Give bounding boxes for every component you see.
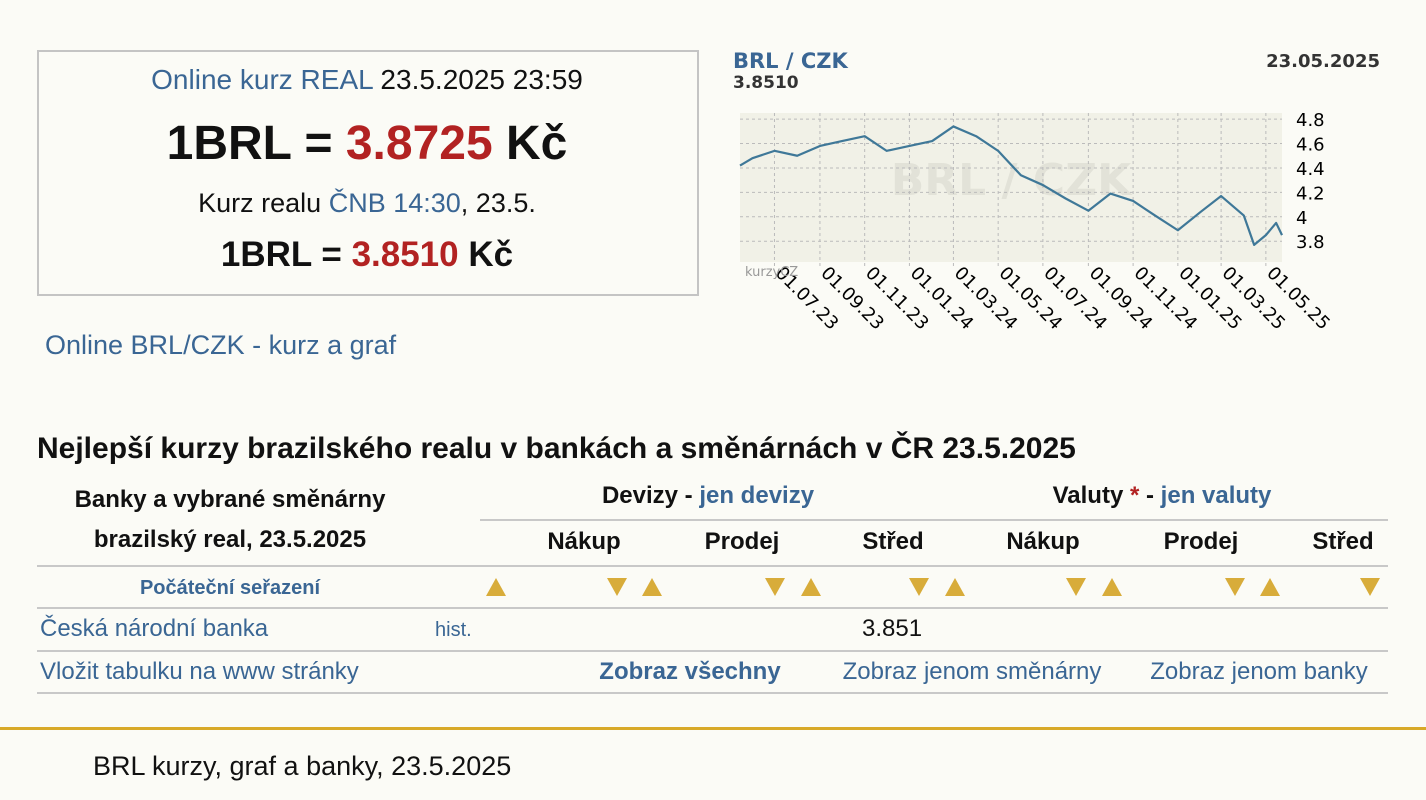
lhs: 1BRL =: [166, 117, 333, 170]
table-caption: brazilský real, 23.5.2025: [93, 526, 367, 553]
rate-value: 3.8725: [345, 117, 493, 170]
cnb-rate-line: 1BRL = 3.8510 Kč: [221, 235, 513, 275]
divider: [37, 607, 1388, 609]
hist-link[interactable]: hist.: [435, 619, 472, 641]
group-label: Valuty: [1052, 482, 1124, 509]
column-header: Nákup: [547, 528, 621, 555]
sort-down[interactable]: [765, 578, 785, 596]
divider: [37, 650, 1388, 652]
embed-link[interactable]: Vložit tabulku na www stránky: [40, 658, 359, 685]
watermark: BRL / CZK: [891, 155, 1133, 206]
rate-title: Online kurz REAL 23.5.2025 23:59: [151, 64, 583, 96]
online-rate: 1BRL = 3.8725 Kč: [167, 116, 568, 171]
table-caption: Banky a vybrané směnárny: [74, 486, 386, 513]
column-header: Střed: [1312, 528, 1374, 555]
group-link[interactable]: jen devizy: [699, 482, 815, 509]
divider: [37, 565, 1388, 567]
sort-up[interactable]: [642, 578, 662, 596]
y-tick-label: 4.2: [1296, 183, 1325, 204]
group-header: Devizy - jen devizy: [602, 482, 814, 510]
y-tick-label: 4: [1296, 208, 1307, 229]
y-tick-label: 4.8: [1296, 110, 1325, 131]
sort-down[interactable]: [1225, 578, 1245, 596]
group-header: Valuty * - jen valuty: [1053, 482, 1272, 510]
rate-line: [739, 125, 1283, 247]
unit: Kč: [468, 235, 514, 274]
y-tick-label: 4.6: [1296, 135, 1325, 156]
cnb-line: Kurz realu ČNB 14:30, 23.5.: [198, 188, 536, 219]
group-link[interactable]: jen valuty: [1160, 482, 1272, 509]
chart-pair: BRL / CZK: [733, 49, 848, 73]
cnb-prefix: Kurz realu: [198, 188, 322, 218]
column-header: Prodej: [1163, 528, 1239, 555]
divider: [37, 692, 1388, 694]
plot-area: [740, 113, 1282, 262]
table-heading: Nejlepší kurzy brazilského realu v banká…: [37, 432, 1076, 465]
chart-logo: kurzyCZ: [745, 265, 798, 280]
sort-up[interactable]: [1102, 578, 1122, 596]
bank-name[interactable]: Česká národní banka: [40, 615, 269, 642]
cnb-link[interactable]: ČNB 14:30: [328, 188, 461, 218]
show-all[interactable]: Zobraz všechny: [599, 658, 781, 685]
timestamp: 23.5.2025 23:59: [380, 64, 583, 95]
sort-down[interactable]: [1360, 578, 1380, 596]
unit: Kč: [505, 117, 568, 170]
y-tick-label: 3.8: [1296, 232, 1325, 253]
rate-box: [37, 50, 699, 296]
show-exchanges[interactable]: Zobraz jenom směnárny: [842, 658, 1102, 685]
sort-up[interactable]: [486, 578, 506, 596]
separator: -: [684, 482, 693, 509]
show-banks[interactable]: Zobraz jenom banky: [1150, 658, 1368, 685]
sort-down[interactable]: [607, 578, 627, 596]
sort-down[interactable]: [1066, 578, 1086, 596]
lhs: 1BRL =: [220, 235, 342, 274]
sort-up[interactable]: [801, 578, 821, 596]
chart-date: 23.05.2025: [1266, 51, 1380, 72]
column-header: Střed: [862, 528, 924, 555]
cell-value: 3.851: [862, 615, 923, 642]
graph-link[interactable]: Online BRL/CZK - kurz a graf: [45, 330, 397, 360]
cnb-date: , 23.5.: [460, 188, 536, 218]
sort-up[interactable]: [945, 578, 965, 596]
sort-up[interactable]: [1260, 578, 1280, 596]
group-label: Devizy: [601, 482, 678, 509]
title-link[interactable]: Online kurz REAL: [151, 64, 373, 95]
asterisk: *: [1129, 482, 1140, 509]
sort-reset[interactable]: Počáteční seřazení: [139, 577, 321, 599]
cnb-rate: 3.8510: [351, 235, 459, 274]
y-tick-label: 4.4: [1296, 159, 1325, 180]
chart: BRL / CZK3.844.24.44.64.801.07.2301.09.2…: [733, 49, 1380, 334]
footer-text: BRL kurzy, graf a banky, 23.5.2025: [93, 751, 512, 781]
chart-last-value: 3.8510: [733, 73, 799, 93]
separator: -: [1146, 482, 1154, 509]
column-header: Prodej: [704, 528, 780, 555]
footer-rule: [0, 727, 1426, 730]
sort-down[interactable]: [909, 578, 929, 596]
column-header: Nákup: [1006, 528, 1080, 555]
divider: [480, 519, 1388, 521]
